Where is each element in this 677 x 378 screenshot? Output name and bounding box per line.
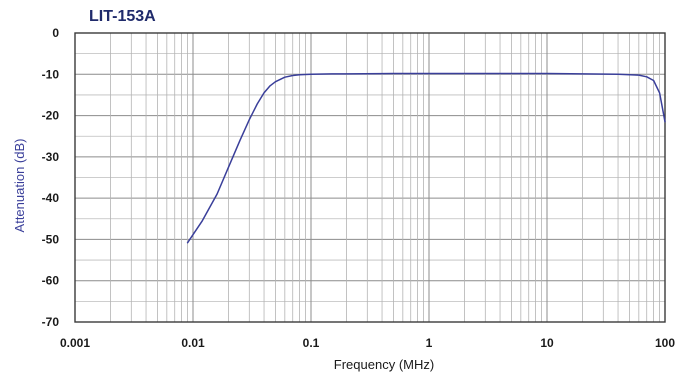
x-tick-label: 100 (655, 336, 675, 350)
y-tick-label: -70 (42, 315, 60, 329)
y-tick-label: -30 (42, 150, 60, 164)
y-tick-label: 0 (52, 26, 59, 40)
y-tick-labels: 0 -10 -20 -30 -40 -50 -60 -70 (42, 26, 60, 329)
x-tick-label: 0.001 (60, 336, 90, 350)
y-tick-label: -20 (42, 109, 60, 123)
x-tick-label: 0.01 (181, 336, 205, 350)
x-tick-label: 10 (540, 336, 554, 350)
plot-frame (74, 32, 666, 323)
y-tick-label: -10 (42, 67, 60, 81)
y-tick-label: -50 (42, 232, 60, 246)
series-line (186, 72, 666, 244)
y-tick-label: -40 (42, 191, 60, 205)
y-tick-label: -60 (42, 274, 60, 288)
series-group (186, 72, 666, 244)
chart-title: LIT-153A (89, 8, 156, 25)
x-tick-labels: 0.001 0.01 0.1 1 10 100 (60, 336, 675, 350)
x-axis-label: Frequency (MHz) (334, 357, 434, 372)
x-tick-label: 1 (426, 336, 433, 350)
x-tick-label: 0.1 (303, 336, 320, 350)
y-axis-label: Attenuation (dB) (12, 139, 27, 233)
grid (74, 32, 665, 323)
